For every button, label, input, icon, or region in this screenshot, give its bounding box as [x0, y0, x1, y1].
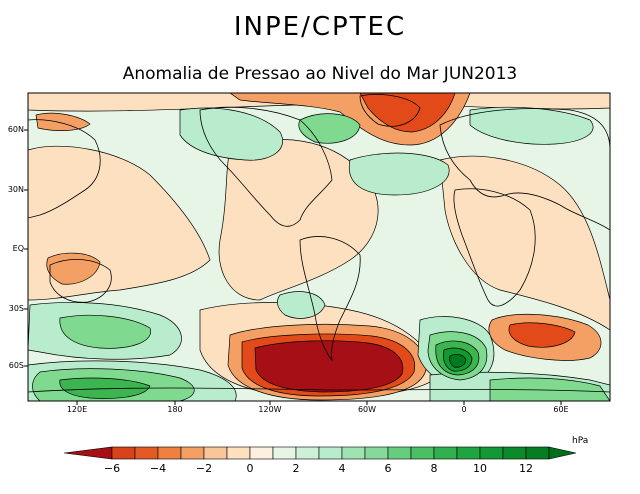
- anomaly-region-pos2: [277, 291, 326, 319]
- map-subtitle: Anomalia de Pressao ao Nivel do Mar JUN2…: [122, 64, 518, 84]
- lon-label: 120W: [258, 405, 282, 414]
- continent-south-america: [299, 236, 361, 362]
- anomaly-region-neg2: [46, 252, 101, 285]
- colorbar-high-arrow: [548, 446, 577, 460]
- colorbar-segment: [249, 446, 274, 460]
- anomaly-region-neg4: [359, 93, 456, 133]
- colorbar-tick: −6: [103, 462, 121, 475]
- colorbar-tick: −2: [195, 462, 213, 475]
- continent-africa: [453, 188, 536, 307]
- colorbar-segment: [318, 446, 343, 460]
- colorbar-segment: [456, 446, 481, 460]
- colorbar-segment: [433, 446, 458, 460]
- colorbar-segment: [180, 446, 205, 460]
- axis-ticks: [24, 129, 562, 405]
- anomaly-region-pos4: [489, 377, 610, 401]
- colorbar-tick: 6: [384, 462, 392, 475]
- colorbar-segment: [341, 446, 366, 460]
- lon-label: 60E: [553, 405, 569, 414]
- colorbar-segment: [203, 446, 228, 460]
- colorbar-segment: [502, 446, 527, 460]
- lat-label: 30N: [7, 185, 24, 194]
- page-title: INPE/CPTEC: [233, 12, 407, 42]
- lat-label: 60N: [7, 125, 24, 134]
- anomaly-region-neg-small: [218, 139, 379, 301]
- continent-greenland: [359, 94, 421, 127]
- colorbar-tick: 4: [338, 462, 346, 475]
- colorbar-tick: −4: [149, 462, 167, 475]
- colorbar-segment: [134, 446, 159, 460]
- anomaly-region-pos2: [348, 152, 450, 196]
- colorbar-segment: [364, 446, 389, 460]
- lon-label: 120E: [66, 405, 88, 414]
- colorbar-segment: [111, 446, 136, 460]
- colorbar-segment: [387, 446, 412, 460]
- lat-label: EQ: [12, 244, 24, 253]
- colorbar-tick: 2: [292, 462, 300, 475]
- colorbar-segment: [525, 446, 550, 460]
- anomaly-region-pos6: [59, 377, 151, 399]
- anomaly-region-pos4: [59, 314, 151, 349]
- colorbar-segment: [295, 446, 320, 460]
- continent-north-america: [199, 106, 333, 227]
- lon-label: 60W: [357, 405, 377, 414]
- anomaly-region-neg-small: [439, 155, 610, 331]
- colorbar-tick: 0: [246, 462, 254, 475]
- continent-antarctica: [28, 387, 610, 393]
- colorbar-tick: 12: [519, 462, 533, 475]
- colorbar-segment: [410, 446, 435, 460]
- continent-australia: [49, 259, 112, 303]
- colorbar-segment: [157, 446, 182, 460]
- continent-east-asia: [28, 119, 101, 219]
- lat-label: 30S: [8, 304, 24, 313]
- continent-eurasia: [439, 108, 610, 231]
- colorbar-tick: 10: [473, 462, 487, 475]
- anomaly-region-pos2: [179, 107, 283, 161]
- colorbar-segment: [226, 446, 251, 460]
- lon-label: 180: [167, 405, 183, 414]
- anomaly-region-pos10: [449, 354, 467, 368]
- colorbar-tick: 8: [430, 462, 438, 475]
- colorbar-segment: [479, 446, 504, 460]
- map-frame: [27, 92, 611, 402]
- anomaly-region-neg6: [254, 340, 404, 393]
- colorbar-segment: [272, 446, 297, 460]
- lat-label: 60S: [8, 361, 24, 370]
- colorbar: [63, 446, 577, 460]
- colorbar-low-arrow: [63, 446, 113, 460]
- anomaly-region-pos2: [469, 106, 594, 145]
- anomaly-region-neg4: [508, 322, 576, 348]
- lon-label: 0: [461, 405, 467, 414]
- colorbar-unit: hPa: [572, 436, 589, 446]
- anomaly-region-neg2: [35, 112, 91, 131]
